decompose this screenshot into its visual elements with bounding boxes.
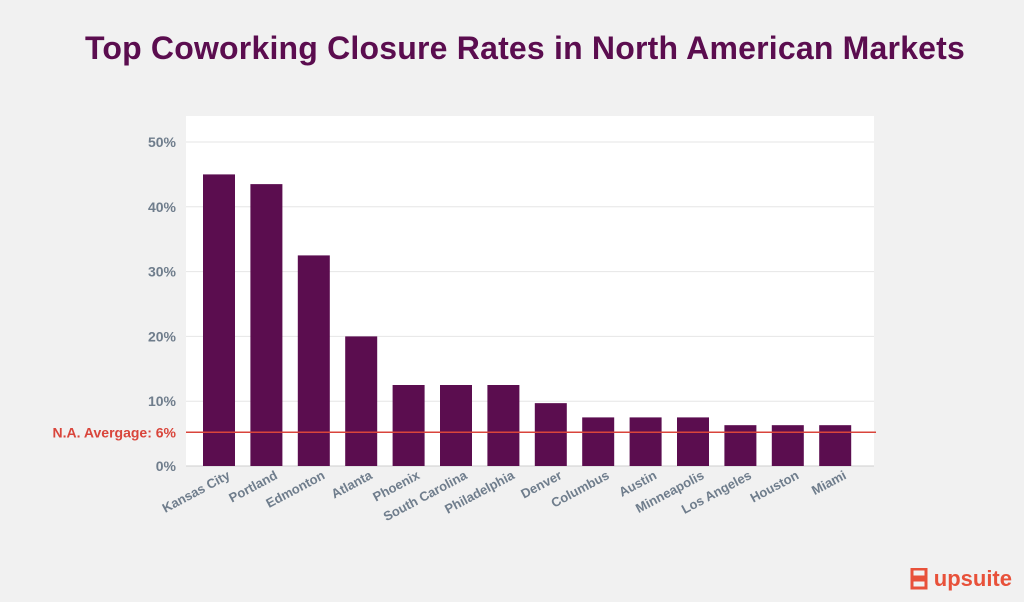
chart-title: Top Coworking Closure Rates in North Ame… <box>84 30 966 66</box>
bars <box>203 174 852 466</box>
bar-kansas-city <box>203 174 235 466</box>
y-tick-label: 10% <box>148 393 177 409</box>
bar-atlanta <box>345 336 378 466</box>
y-tick-label: 20% <box>148 328 177 344</box>
upsuite-logo-icon <box>910 568 928 590</box>
x-tick-label: Kansas City <box>160 467 233 516</box>
bar-los-angeles <box>724 425 757 466</box>
x-tick-label: Atlanta <box>329 467 376 501</box>
bar-edmonton <box>297 255 330 466</box>
bar-austin <box>629 417 662 466</box>
bar-minneapolis <box>677 417 709 466</box>
y-axis: 0% 10% 20% 30% 40% 50% <box>148 134 177 474</box>
bar-columbus <box>582 417 615 466</box>
y-tick-label: 0% <box>156 458 177 474</box>
average-reference-label: N.A. Avergage: 6% <box>53 424 177 440</box>
bar-portland <box>250 184 283 466</box>
bar-denver <box>534 403 567 466</box>
y-tick-label: 30% <box>148 264 177 280</box>
brand-name: upsuite <box>933 566 1012 591</box>
x-tick-label: Miami <box>809 467 849 498</box>
bar-phoenix <box>392 385 425 466</box>
x-tick-label: Houston <box>748 467 802 505</box>
bar-philadelphia <box>487 385 520 466</box>
brand-logo: upsuite <box>910 566 1012 592</box>
y-tick-label: 40% <box>148 199 177 215</box>
bar-south-carolina <box>440 385 472 466</box>
bar-miami <box>819 425 852 466</box>
plot-area <box>186 116 874 466</box>
bar-houston <box>771 425 804 466</box>
y-tick-label: 50% <box>148 134 177 150</box>
reference-line-group: N.A. Avergage: 6% <box>53 424 876 440</box>
